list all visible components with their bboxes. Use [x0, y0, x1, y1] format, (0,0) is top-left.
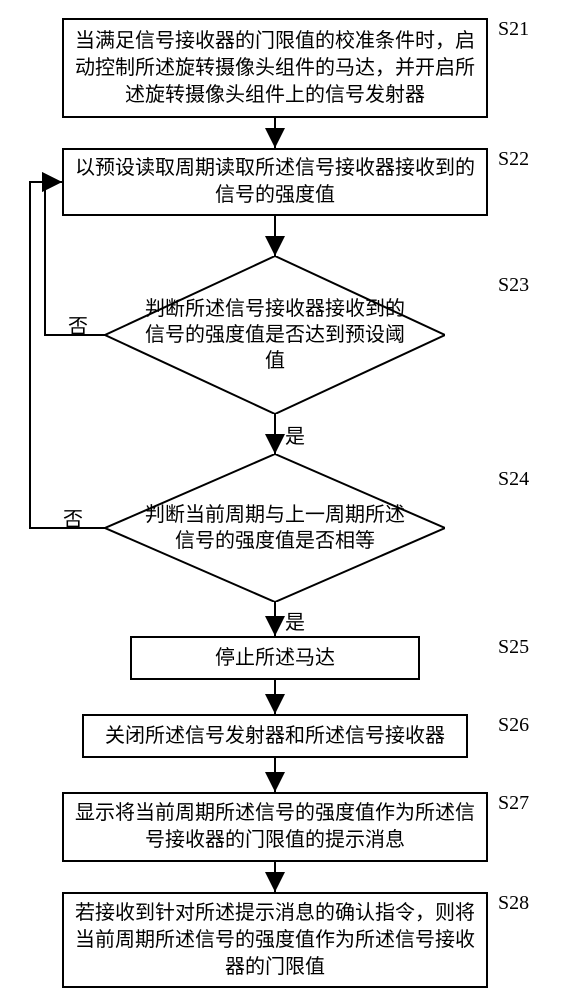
step-s26-text: 关闭所述信号发射器和所述信号接收器	[105, 723, 445, 750]
step-s21: 当满足信号接收器的门限值的校准条件时，启动控制所述旋转摄像头组件的马达，并开启所…	[62, 18, 488, 118]
label-s24: S24	[498, 468, 529, 491]
edge-s24-no: 否	[63, 503, 83, 532]
step-s25: 停止所述马达	[130, 636, 420, 680]
step-s21-text: 当满足信号接收器的门限值的校准条件时，启动控制所述旋转摄像头组件的马达，并开启所…	[74, 28, 476, 109]
label-s25: S25	[498, 636, 529, 659]
edge-s23-yes: 是	[285, 420, 305, 449]
step-s27: 显示将当前周期所述信号的强度值作为所述信号接收器的门限值的提示消息	[62, 792, 488, 862]
label-s27: S27	[498, 792, 529, 815]
step-s28-text: 若接收到针对所述提示消息的确认指令，则将当前周期所述信号的强度值作为所述信号接收…	[74, 900, 476, 981]
decision-s24-text: 判断当前周期与上一周期所述信号的强度值是否相等	[145, 502, 405, 554]
decision-s23-text: 判断所述信号接收器接收到的信号的强度值是否达到预设阈值	[145, 296, 405, 374]
step-s25-text: 停止所述马达	[215, 645, 335, 672]
label-s21: S21	[498, 18, 529, 41]
edge-s24-yes: 是	[285, 606, 305, 635]
decision-s23: 判断所述信号接收器接收到的信号的强度值是否达到预设阈值	[105, 256, 445, 414]
label-s23: S23	[498, 274, 529, 297]
step-s22-text: 以预设读取周期读取所述信号接收器接收到的信号的强度值	[74, 155, 476, 209]
step-s26: 关闭所述信号发射器和所述信号接收器	[82, 714, 468, 758]
label-s28: S28	[498, 892, 529, 915]
step-s27-text: 显示将当前周期所述信号的强度值作为所述信号接收器的门限值的提示消息	[74, 800, 476, 854]
label-s22: S22	[498, 148, 529, 171]
step-s22: 以预设读取周期读取所述信号接收器接收到的信号的强度值	[62, 148, 488, 216]
step-s28: 若接收到针对所述提示消息的确认指令，则将当前周期所述信号的强度值作为所述信号接收…	[62, 892, 488, 988]
decision-s24: 判断当前周期与上一周期所述信号的强度值是否相等	[105, 454, 445, 602]
label-s26: S26	[498, 714, 529, 737]
edge-s23-no: 否	[68, 310, 88, 339]
